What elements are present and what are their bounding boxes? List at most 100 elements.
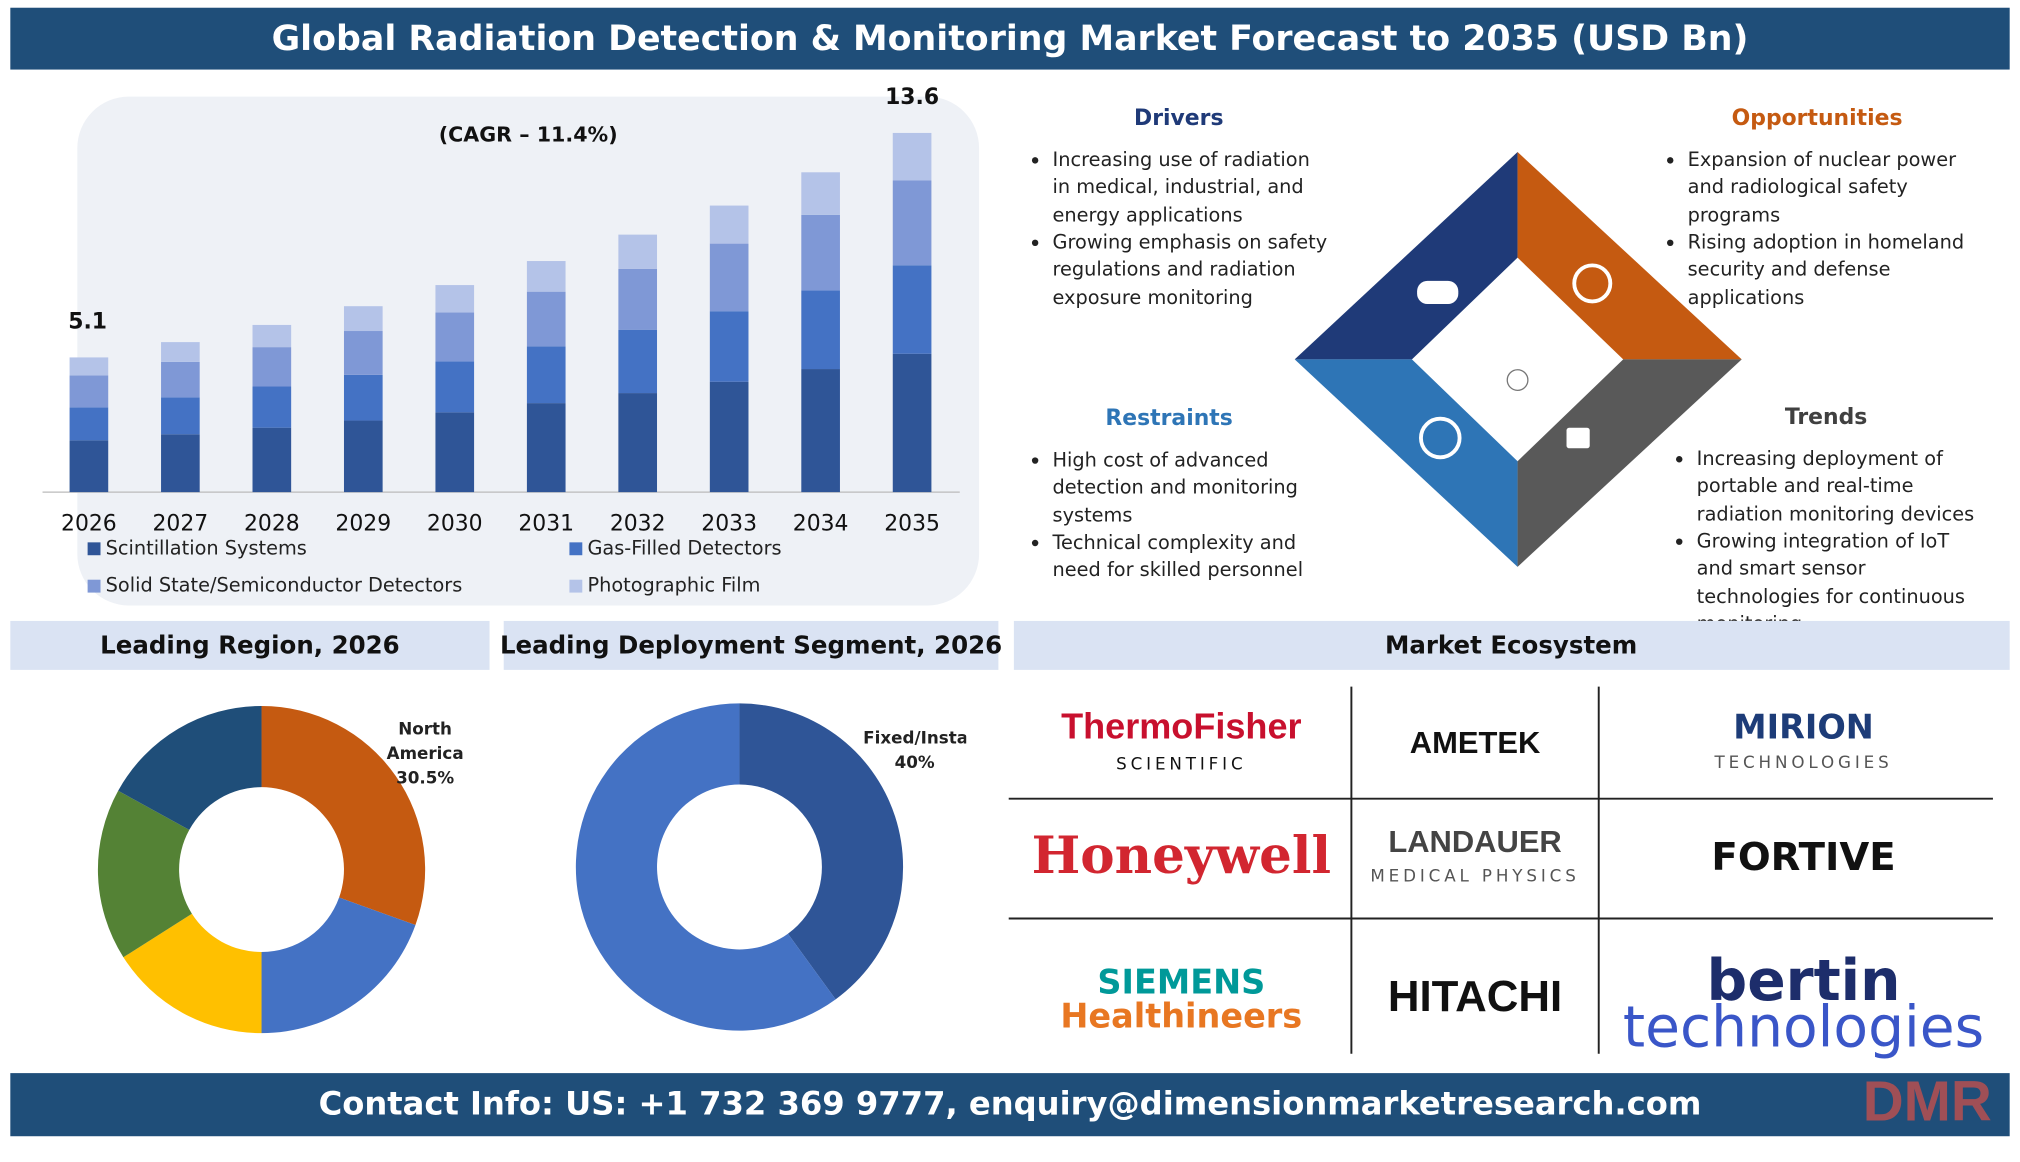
company-name: FORTIVE: [1711, 835, 1895, 880]
factor-title: Restraints: [1105, 405, 1233, 432]
contact-info: Contact Info: US: +1 732 369 9777, enqui…: [319, 1084, 1702, 1122]
bar-segment: [435, 312, 475, 362]
bar-segment: [252, 347, 292, 387]
company-name: LANDAUER: [1388, 824, 1561, 859]
title-bar: [10, 7, 2010, 70]
factor-box: Opportunities Expansion of nuclear power …: [1659, 103, 1975, 322]
donut-slice: [261, 705, 426, 925]
footer-bar: [10, 1073, 2010, 1137]
factor-content: Opportunities Expansion of nuclear power …: [1659, 103, 1975, 312]
legend-label: Photographic Film: [587, 574, 760, 597]
legend-label: Gas-Filled Detectors: [587, 536, 781, 559]
bar-segment: [801, 172, 840, 215]
bar-segment: [252, 386, 292, 428]
bar-segment: [709, 311, 749, 382]
company-sub: technologies: [1623, 994, 1984, 1060]
company-sub: Healthineers: [1060, 997, 1302, 1036]
x-tick-label: 2032: [610, 511, 666, 536]
slice-label: North America 30.5%: [374, 719, 477, 792]
factor-item: Growing integration of IoT and smart sen…: [1697, 528, 1984, 620]
factor-item: Growing emphasis on safety regulations a…: [1053, 229, 1334, 311]
bar-segment: [343, 420, 383, 493]
bar-segment: [69, 440, 109, 493]
bar-segment: [161, 361, 200, 398]
company-name: bertin: [1707, 948, 1901, 1014]
panel-header: [503, 620, 999, 670]
x-tick-label: 2034: [793, 511, 849, 536]
annotation: (CAGR – 11.4%): [439, 122, 618, 146]
company-name: SIEMENS: [1097, 963, 1265, 1002]
donut-slice: [97, 790, 192, 958]
company-name: AMETEK: [1410, 725, 1541, 760]
donut-slice: [261, 897, 416, 1034]
factor-item: Rising adoption in homeland security and…: [1688, 229, 1975, 311]
slice-category: North America: [386, 720, 464, 764]
factor-diamond: [1294, 152, 1742, 567]
x-tick-label: 2035: [884, 511, 940, 536]
bar-segment: [69, 357, 109, 376]
bar-segment: [343, 374, 383, 421]
bar-segment: [435, 361, 475, 413]
donut-slice: [118, 705, 262, 830]
bar-segment: [709, 205, 749, 244]
company-name: Honeywell: [1032, 826, 1331, 886]
bar-segment: [69, 407, 109, 441]
company-sub: MEDICAL PHYSICS: [1370, 865, 1579, 885]
bar-segment: [801, 290, 840, 370]
panel-header: [10, 620, 490, 670]
factor-list: Increasing deployment of portable and re…: [1668, 446, 1984, 621]
factor-item: Increasing use of radiation in medical, …: [1053, 147, 1334, 229]
factor-list: High cost of advanced detection and moni…: [1024, 447, 1314, 584]
bar-segment: [892, 265, 932, 354]
bar-segment: [618, 268, 658, 330]
bar-segment: [252, 324, 292, 348]
slice-category: Fixed/Installed: [863, 729, 967, 749]
slice-value: 40%: [894, 753, 935, 773]
company-name: ThermoFisher: [1061, 706, 1301, 747]
bar-segment: [343, 331, 383, 375]
factor-content: Restraints High cost of advanced detectio…: [1024, 403, 1314, 584]
bar-segment: [618, 234, 658, 269]
company-name: HITACHI: [1388, 972, 1562, 1021]
bar-segment: [892, 132, 932, 181]
slice-label-box: North America 30.5%: [374, 719, 477, 792]
bar-segment: [801, 214, 840, 291]
company-sub: TECHNOLOGIES: [1713, 752, 1892, 772]
legend-label: Scintillation Systems: [106, 536, 307, 559]
donut-slice: [739, 703, 904, 1000]
donut-slice: [123, 913, 262, 1034]
factor-title: Trends: [1784, 404, 1868, 431]
x-tick-label: 2033: [701, 511, 757, 536]
x-tick-label: 2029: [335, 511, 391, 536]
factor-content: Trends Increasing deployment of portable …: [1668, 402, 1984, 621]
donut-slice: [575, 703, 836, 1031]
factor-title: Drivers: [1134, 105, 1224, 132]
bar-segment: [526, 403, 566, 493]
bar-segment: [892, 353, 932, 493]
factor-item: Increasing deployment of portable and re…: [1697, 446, 1984, 528]
panel-title: Market Ecosystem: [1385, 631, 1637, 660]
panel-title: Leading Region, 2026: [100, 631, 400, 660]
total-label: 13.6: [885, 85, 939, 110]
factor-box: Restraints High cost of advanced detectio…: [1024, 403, 1314, 622]
x-tick-label: 2031: [518, 511, 574, 536]
bar-segment: [526, 346, 566, 404]
factor-item: Technical complexity and need for skille…: [1053, 529, 1315, 584]
company-sub: SCIENTIFIC: [1116, 753, 1246, 773]
bar-segment: [435, 285, 475, 313]
total-label: 5.1: [68, 310, 107, 335]
company-name: MIRION: [1733, 708, 1874, 747]
bar-segment: [526, 291, 566, 347]
legend-label: Solid State/Semiconductor Detectors: [106, 574, 463, 597]
panel-title: Leading Deployment Segment, 2026: [500, 631, 1002, 660]
bar-segment: [69, 375, 109, 408]
factor-box: Drivers Increasing use of radiation in me…: [1024, 103, 1333, 322]
page-title: Global Radiation Detection & Monitoring …: [272, 19, 1749, 59]
factor-list: Expansion of nuclear power and radiologi…: [1659, 147, 1975, 312]
factor-title: Opportunities: [1731, 105, 1903, 132]
factor-item: Expansion of nuclear power and radiologi…: [1688, 147, 1975, 229]
bar-segment: [161, 342, 200, 362]
bar-segment: [526, 261, 566, 292]
